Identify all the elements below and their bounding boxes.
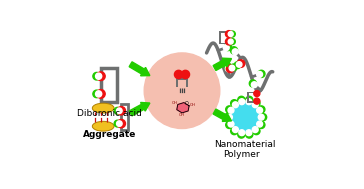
Circle shape <box>252 127 258 132</box>
Circle shape <box>230 47 238 54</box>
Circle shape <box>246 99 252 105</box>
Circle shape <box>254 98 260 104</box>
Text: Polymer: Polymer <box>223 150 260 160</box>
Circle shape <box>237 60 245 67</box>
Text: Aggregate: Aggregate <box>83 130 136 139</box>
Bar <box>219 31 221 44</box>
Circle shape <box>95 73 102 79</box>
Circle shape <box>229 65 235 71</box>
Circle shape <box>231 100 238 107</box>
Circle shape <box>233 102 238 108</box>
Circle shape <box>231 127 238 135</box>
Circle shape <box>114 120 121 127</box>
Circle shape <box>174 70 183 79</box>
Circle shape <box>223 45 229 51</box>
Circle shape <box>253 127 260 135</box>
Circle shape <box>257 107 262 113</box>
Polygon shape <box>177 103 189 113</box>
Bar <box>247 92 249 103</box>
Circle shape <box>253 100 260 107</box>
Circle shape <box>238 131 245 138</box>
Circle shape <box>181 70 190 79</box>
Text: Diboronic acid: Diboronic acid <box>77 109 142 118</box>
Circle shape <box>228 107 234 113</box>
Circle shape <box>258 70 265 77</box>
Circle shape <box>96 90 105 98</box>
Bar <box>120 104 128 130</box>
Circle shape <box>249 80 257 87</box>
Bar <box>186 78 188 87</box>
FancyArrow shape <box>213 58 232 70</box>
Circle shape <box>116 108 122 114</box>
Circle shape <box>224 43 232 51</box>
Circle shape <box>232 49 238 55</box>
Circle shape <box>117 107 126 115</box>
Circle shape <box>239 99 245 105</box>
FancyArrow shape <box>213 109 232 121</box>
Circle shape <box>225 66 231 72</box>
Text: OH: OH <box>178 113 185 117</box>
Circle shape <box>226 114 232 120</box>
Ellipse shape <box>92 121 114 131</box>
Bar <box>176 78 178 87</box>
Circle shape <box>224 114 231 121</box>
Circle shape <box>96 72 105 81</box>
Circle shape <box>116 121 122 126</box>
FancyArrow shape <box>129 102 150 116</box>
Circle shape <box>252 82 257 88</box>
Circle shape <box>230 64 237 71</box>
Circle shape <box>239 130 245 136</box>
Circle shape <box>238 96 245 103</box>
Text: Nanomaterial: Nanomaterial <box>214 140 276 149</box>
Circle shape <box>226 65 234 73</box>
Circle shape <box>252 102 258 108</box>
Text: OH: OH <box>172 101 178 105</box>
Circle shape <box>228 39 233 44</box>
Text: O: O <box>185 101 189 105</box>
Circle shape <box>117 119 126 128</box>
Circle shape <box>234 62 241 69</box>
Circle shape <box>258 114 264 120</box>
Circle shape <box>229 39 235 45</box>
Bar <box>219 43 226 44</box>
Circle shape <box>229 101 261 133</box>
Bar <box>247 92 254 93</box>
Bar <box>176 78 188 80</box>
Circle shape <box>258 106 265 113</box>
Circle shape <box>225 31 232 37</box>
Circle shape <box>226 106 233 113</box>
Circle shape <box>258 121 265 129</box>
Circle shape <box>93 90 100 98</box>
Circle shape <box>260 114 267 121</box>
Circle shape <box>95 91 102 97</box>
Circle shape <box>246 96 253 103</box>
Circle shape <box>233 127 238 132</box>
Circle shape <box>257 121 262 127</box>
Circle shape <box>225 63 232 70</box>
Circle shape <box>226 121 233 129</box>
Circle shape <box>228 32 233 36</box>
Bar <box>247 101 254 103</box>
Circle shape <box>236 62 242 67</box>
Circle shape <box>114 107 121 114</box>
Circle shape <box>225 38 232 45</box>
Circle shape <box>246 131 253 138</box>
Circle shape <box>228 121 234 127</box>
Circle shape <box>246 130 252 136</box>
Circle shape <box>229 31 235 37</box>
Bar <box>219 31 226 33</box>
Bar <box>101 68 117 102</box>
Circle shape <box>254 91 260 97</box>
Text: OH: OH <box>189 103 195 107</box>
FancyArrow shape <box>129 62 150 76</box>
Circle shape <box>257 71 262 77</box>
Ellipse shape <box>92 103 114 113</box>
Circle shape <box>144 53 220 129</box>
Circle shape <box>93 72 100 80</box>
